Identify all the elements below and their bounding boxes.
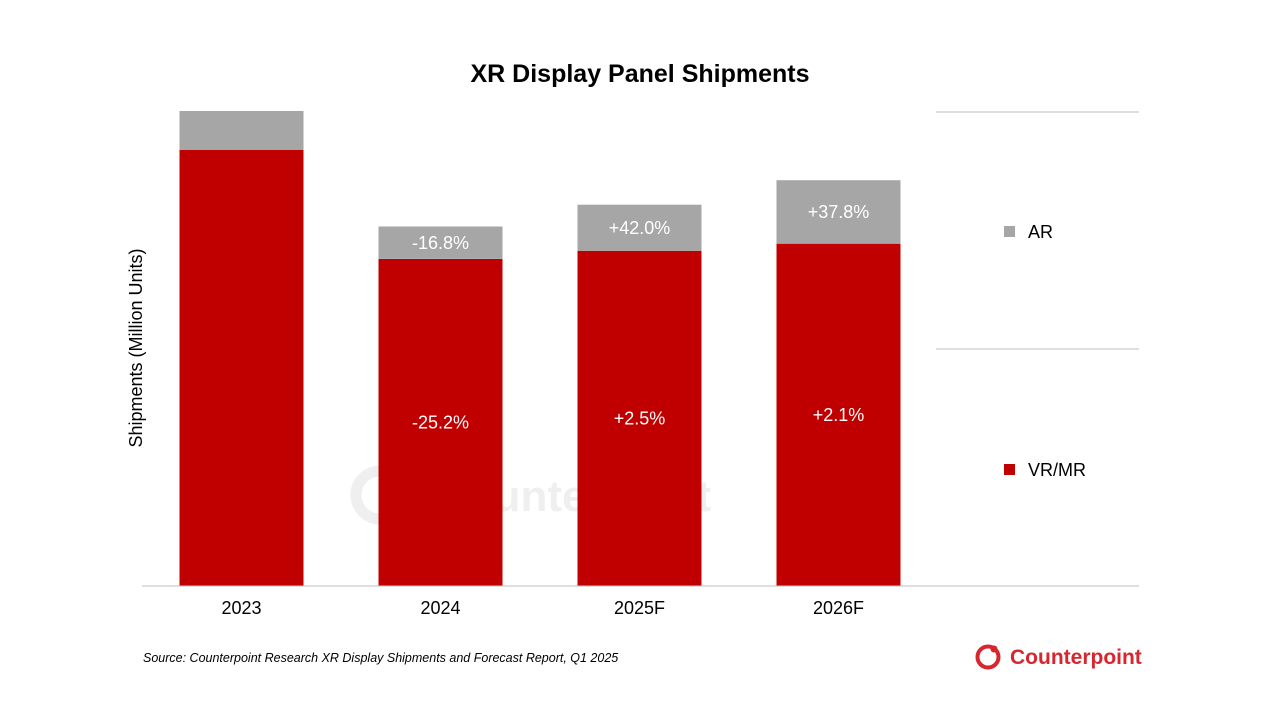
bar-vr-mr-2026f (776, 243, 901, 586)
legend: AR VR/MR (936, 111, 1139, 587)
data-label-ar-2025f: +42.0% (609, 218, 671, 238)
x-tick-label: 2024 (420, 598, 460, 618)
x-tick-label: 2023 (221, 598, 261, 618)
data-label-vr-mr-2026f: +2.1% (813, 405, 865, 425)
source-note: Source: Counterpoint Research XR Display… (143, 651, 618, 665)
legend-label-ar: AR (1028, 222, 1053, 242)
x-tick-label: 2026F (813, 598, 864, 618)
data-labels: -25.2% -16.8% +2.5% +42.0% +2.1% +37.8% (412, 202, 869, 433)
brand-logo: Counterpoint (975, 644, 1142, 670)
x-ticks: 2023 2024 2025F 2026F (221, 598, 864, 618)
chart-title: XR Display Panel Shipments (471, 60, 810, 88)
bar-vr-mr-2023 (179, 150, 304, 586)
counterpoint-logo-icon (975, 644, 1001, 670)
bar-ar-2024 (378, 226, 503, 259)
bar-ar-2026f (776, 180, 901, 244)
bars (179, 111, 901, 587)
y-axis-label: Shipments (Million Units) (126, 248, 146, 447)
legend-swatch-vrmr (1004, 464, 1015, 475)
bar-ar-2023 (179, 111, 304, 150)
data-label-ar-2024: -16.8% (412, 233, 469, 253)
brand-name: Counterpoint (1010, 646, 1142, 669)
bar-vr-mr-2025f (577, 250, 702, 587)
legend-label-vrmr: VR/MR (1028, 460, 1086, 480)
x-tick-label: 2025F (614, 598, 665, 618)
data-label-ar-2026f: +37.8% (808, 202, 870, 222)
bar-vr-mr-2024 (378, 259, 503, 586)
data-label-vr-mr-2024: -25.2% (412, 413, 469, 433)
legend-swatch-ar (1004, 226, 1015, 237)
data-label-vr-mr-2025f: +2.5% (614, 408, 666, 428)
bar-ar-2025f (577, 204, 702, 251)
